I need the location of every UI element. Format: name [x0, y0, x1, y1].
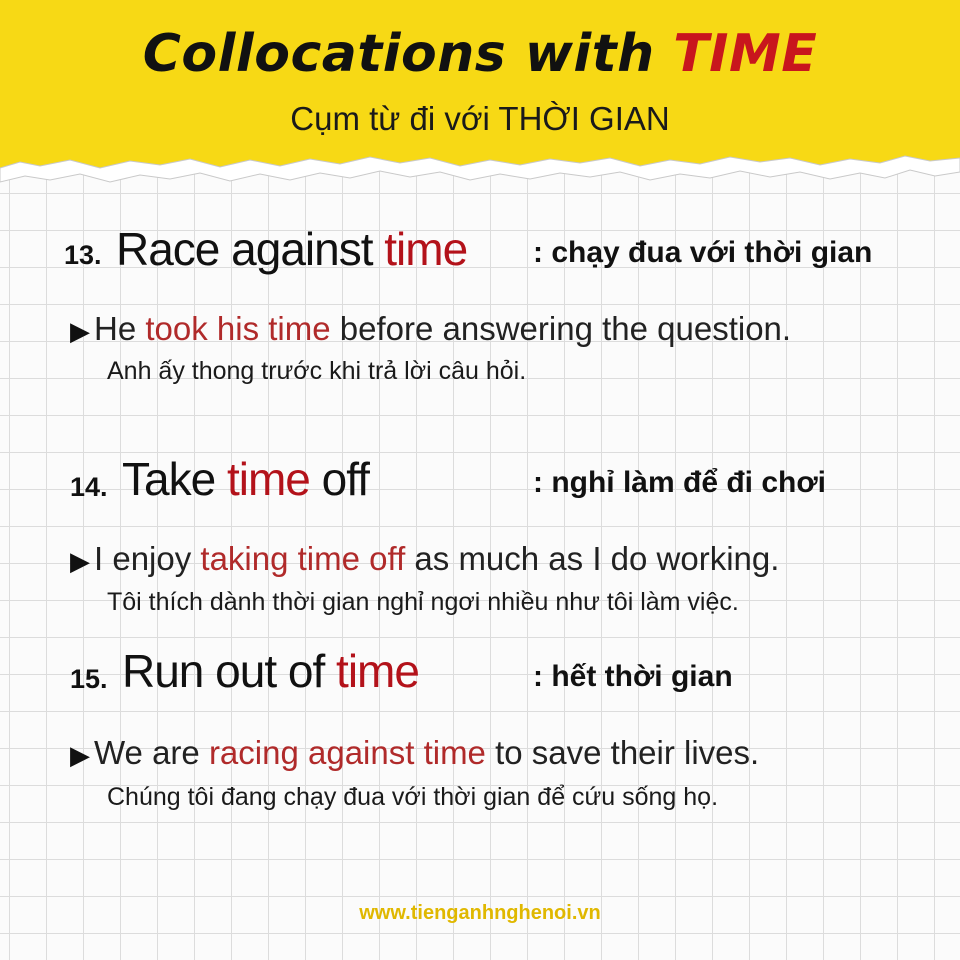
triangle-bullet-icon: ▶ [70, 316, 90, 346]
example-translation: Anh ấy thong trước khi trả lời câu hỏi. [107, 357, 527, 385]
item-number: 15. [70, 664, 108, 694]
website-link[interactable]: www.tienganhnghenoi.vn [359, 902, 601, 924]
triangle-bullet-icon: ▶ [70, 546, 90, 576]
collocation-phrase: Race against time [116, 223, 468, 275]
header-banner: Collocations with TIME Cụm từ đi với THỜ… [0, 0, 960, 200]
collocation-phrase: Take time off [122, 453, 370, 505]
phrase-highlight: time [384, 223, 468, 275]
example-highlight: took his time [145, 310, 331, 347]
item-number: 13. [64, 240, 102, 270]
example-highlight: racing against time [208, 734, 486, 771]
example-sentence: ▶ We are racing against time to save thei… [70, 734, 760, 771]
collocation-meaning: : chạy đua với thời gian [533, 236, 873, 269]
triangle-bullet-icon: ▶ [70, 740, 90, 770]
example-translation: Chúng tôi đang chạy đua với thời gian để… [107, 783, 719, 811]
example-sentence: ▶ I enjoy taking time off as much as I do… [70, 540, 780, 577]
collocation-meaning: : nghỉ làm để đi chơi [533, 466, 827, 499]
torn-paper-banner [0, 0, 960, 183]
page-subtitle: Cụm từ đi với THỜI GIAN [290, 100, 670, 137]
example-highlight: taking time off [200, 540, 406, 577]
example-sentence: ▶ He took his time before answering the q… [70, 310, 792, 347]
title-accent: TIME [673, 24, 818, 84]
collocation-meaning: : hết thời gian [533, 660, 733, 693]
item-number: 14. [70, 472, 108, 502]
page-title: Collocations with TIME [142, 24, 818, 84]
example-translation: Tôi thích dành thời gian nghỉ ngơi nhiều… [107, 588, 739, 616]
collocation-phrase: Run out of time [122, 645, 420, 697]
phrase-highlight: time [336, 645, 420, 697]
phrase-highlight: time [226, 453, 311, 505]
